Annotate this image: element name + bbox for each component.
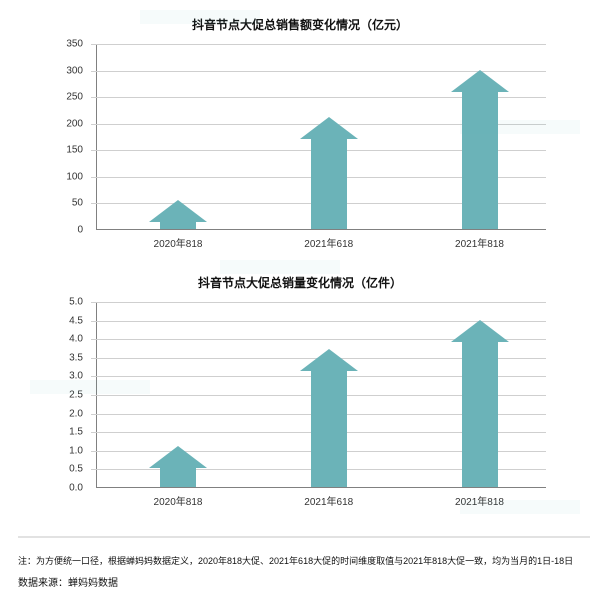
y-tick-label: 5.0 [69, 297, 91, 308]
y-tick-label: 100 [66, 171, 91, 182]
bar-arrow-head [149, 446, 207, 468]
bar-arrow-head [451, 70, 509, 92]
x-tick-label: 2020年818 [154, 229, 203, 250]
y-tick-label: 3.5 [69, 352, 91, 363]
y-tick-label: 1.0 [69, 445, 91, 456]
y-tick-label: 0.0 [69, 483, 91, 494]
y-tick-label: 4.0 [69, 334, 91, 345]
bar-stem [160, 468, 196, 487]
y-tick-label: 0.5 [69, 464, 91, 475]
footnote-note: 注：为方便统一口径，根据蝉妈妈数据定义，2020年818大促、2021年618大… [18, 554, 590, 567]
x-tick-label: 2021年618 [304, 487, 353, 508]
chart1-plot: 0501001502002503003502020年8182021年618202… [96, 44, 546, 230]
footnote-source: 数据来源：蝉妈妈数据 [18, 574, 118, 589]
gridline [91, 44, 546, 45]
x-tick-label: 2021年818 [455, 229, 504, 250]
x-tick-label: 2021年618 [304, 229, 353, 250]
y-tick-label: 50 [72, 198, 91, 209]
y-tick-label: 300 [66, 65, 91, 76]
y-tick-label: 250 [66, 92, 91, 103]
watermark [220, 260, 340, 274]
bar [160, 446, 196, 487]
bar-stem [462, 92, 498, 229]
x-tick-label: 2020年818 [154, 487, 203, 508]
bar [462, 70, 498, 229]
chart2-plot: 0.00.51.01.52.02.53.03.54.04.55.02020年81… [96, 302, 546, 488]
bar-arrow-head [451, 320, 509, 342]
bar [160, 200, 196, 229]
y-tick-label: 150 [66, 145, 91, 156]
bar-stem [311, 139, 347, 229]
y-tick-label: 3.0 [69, 371, 91, 382]
y-tick-label: 2.0 [69, 408, 91, 419]
bar-stem [462, 342, 498, 487]
bar [311, 349, 347, 487]
footnote-divider [18, 536, 590, 538]
y-tick-label: 350 [66, 39, 91, 50]
chart1-title: 抖音节点大促总销售额变化情况（亿元） [0, 16, 600, 33]
bar-stem [311, 371, 347, 487]
y-tick-label: 4.5 [69, 315, 91, 326]
y-tick-label: 1.5 [69, 427, 91, 438]
bar-stem [160, 222, 196, 229]
bar-arrow-head [300, 117, 358, 139]
bar-arrow-head [300, 349, 358, 371]
bar-arrow-head [149, 200, 207, 222]
x-tick-label: 2021年818 [455, 487, 504, 508]
chart2-title: 抖音节点大促总销量变化情况（亿件） [0, 274, 600, 291]
bar [311, 117, 347, 229]
gridline [91, 302, 546, 303]
y-tick-label: 0 [77, 225, 91, 236]
y-tick-label: 200 [66, 118, 91, 129]
bar [462, 320, 498, 487]
y-tick-label: 2.5 [69, 390, 91, 401]
